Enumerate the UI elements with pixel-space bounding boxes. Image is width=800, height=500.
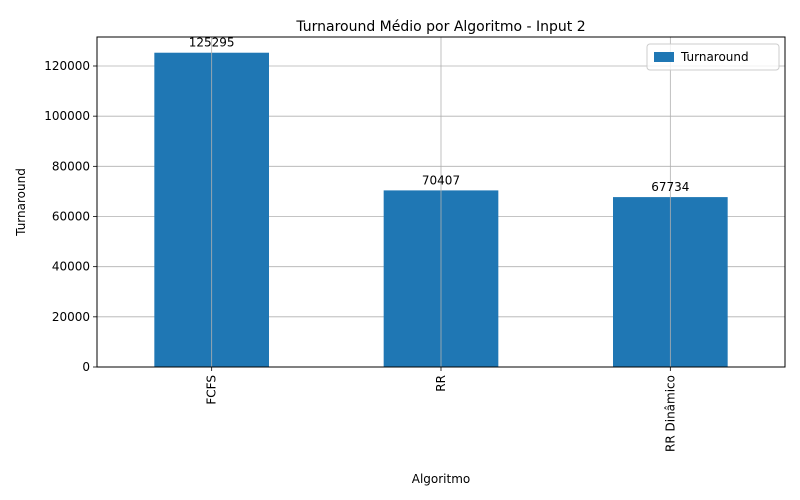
legend-entry: Turnaround [680, 50, 749, 64]
y-tick-label: 80000 [52, 159, 90, 173]
y-axis-ticks: 0 20000 40000 60000 80000 100000 120000 [44, 59, 97, 374]
legend-swatch [654, 52, 674, 62]
y-tick-label: 40000 [52, 260, 90, 274]
y-axis-label: Turnaround [14, 168, 28, 237]
legend: Turnaround [646, 43, 780, 71]
y-tick-label: 20000 [52, 310, 90, 324]
x-axis-ticks: FCFS RR RR Dinâmico [205, 367, 677, 452]
data-labels: 125295 70407 67734 [189, 36, 690, 194]
vertical-grid-lines [211, 37, 671, 367]
x-tick-label: FCFS [205, 375, 219, 405]
y-tick-label: 0 [82, 360, 90, 374]
x-tick-label: RR [434, 375, 448, 392]
chart-title: Turnaround Médio por Algoritmo - Input 2 [295, 19, 585, 35]
bar-value-label: 125295 [189, 36, 235, 50]
y-tick-label: 60000 [52, 209, 90, 223]
y-tick-label: 100000 [44, 109, 90, 123]
bar-value-label: 70407 [422, 173, 460, 187]
legend-box [646, 43, 780, 71]
y-tick-label: 120000 [44, 59, 90, 73]
x-tick-label: RR Dinâmico [663, 375, 677, 452]
bar-value-label: 67734 [651, 180, 689, 194]
x-axis-label: Algoritmo [412, 472, 471, 486]
